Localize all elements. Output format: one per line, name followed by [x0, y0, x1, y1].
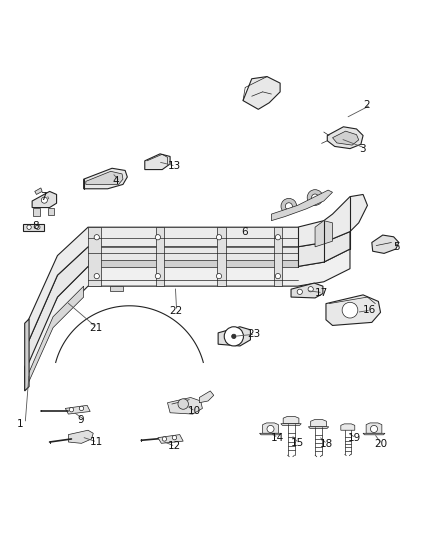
Text: 6: 6 [241, 227, 247, 237]
Circle shape [311, 194, 318, 201]
Polygon shape [263, 423, 279, 433]
Polygon shape [110, 286, 123, 290]
Circle shape [178, 399, 188, 409]
Polygon shape [23, 224, 44, 231]
Circle shape [216, 235, 222, 240]
Circle shape [41, 197, 47, 203]
Polygon shape [155, 227, 164, 286]
Text: 23: 23 [247, 329, 261, 339]
Circle shape [155, 235, 160, 240]
Text: 16: 16 [363, 305, 376, 315]
Text: 3: 3 [359, 143, 365, 154]
Polygon shape [35, 188, 42, 195]
Polygon shape [33, 207, 40, 216]
Polygon shape [27, 195, 367, 345]
Polygon shape [68, 430, 93, 443]
Circle shape [27, 225, 31, 229]
Polygon shape [84, 168, 127, 189]
Text: 8: 8 [32, 221, 39, 231]
Text: 2: 2 [363, 100, 370, 110]
Polygon shape [291, 283, 323, 298]
Polygon shape [199, 391, 214, 403]
Circle shape [94, 235, 99, 240]
Polygon shape [25, 286, 84, 391]
Polygon shape [308, 427, 329, 429]
Text: 1: 1 [17, 419, 24, 429]
Circle shape [308, 287, 313, 292]
Polygon shape [145, 154, 170, 169]
Polygon shape [274, 227, 283, 286]
Circle shape [155, 273, 160, 279]
Text: 19: 19 [348, 433, 361, 442]
Polygon shape [48, 207, 54, 215]
Circle shape [94, 273, 99, 279]
Text: 17: 17 [315, 288, 328, 298]
Circle shape [276, 273, 281, 279]
Text: 5: 5 [394, 242, 400, 252]
Circle shape [35, 225, 40, 229]
Polygon shape [272, 190, 332, 221]
Circle shape [267, 425, 274, 432]
Text: 21: 21 [89, 322, 102, 333]
Polygon shape [32, 191, 57, 207]
Text: 14: 14 [271, 433, 284, 442]
Text: 11: 11 [89, 437, 102, 447]
Circle shape [371, 425, 378, 432]
Polygon shape [327, 127, 363, 149]
Circle shape [216, 273, 222, 279]
Polygon shape [332, 131, 359, 145]
Polygon shape [311, 419, 326, 427]
Circle shape [162, 437, 166, 441]
Polygon shape [341, 424, 355, 430]
Circle shape [286, 203, 292, 210]
Polygon shape [281, 424, 301, 425]
Circle shape [79, 406, 84, 410]
Text: 15: 15 [291, 438, 304, 448]
Text: 13: 13 [168, 161, 181, 171]
Text: 10: 10 [187, 407, 201, 416]
Circle shape [281, 198, 297, 214]
Polygon shape [218, 327, 251, 346]
Polygon shape [315, 221, 332, 247]
Circle shape [342, 302, 358, 318]
Circle shape [297, 289, 302, 294]
Text: 18: 18 [319, 439, 333, 449]
Circle shape [232, 334, 236, 338]
Polygon shape [88, 227, 101, 286]
Polygon shape [217, 227, 226, 286]
Text: 20: 20 [374, 439, 387, 449]
Polygon shape [243, 77, 280, 109]
Polygon shape [25, 249, 350, 382]
Text: 12: 12 [167, 441, 181, 451]
Polygon shape [372, 235, 399, 253]
Circle shape [224, 327, 244, 346]
Circle shape [172, 435, 177, 440]
Polygon shape [158, 434, 183, 443]
Circle shape [276, 235, 281, 240]
Circle shape [307, 190, 323, 205]
Polygon shape [65, 405, 90, 414]
Polygon shape [363, 433, 385, 435]
Polygon shape [283, 416, 299, 424]
Polygon shape [88, 260, 297, 266]
Circle shape [69, 408, 74, 412]
Polygon shape [260, 433, 282, 435]
Polygon shape [366, 423, 382, 433]
Polygon shape [86, 171, 123, 184]
Text: 7: 7 [40, 192, 46, 201]
Polygon shape [25, 319, 29, 391]
Text: 4: 4 [112, 176, 119, 187]
Polygon shape [326, 295, 381, 326]
Text: 22: 22 [169, 306, 182, 316]
Polygon shape [27, 231, 350, 367]
Text: 9: 9 [77, 415, 84, 425]
Polygon shape [167, 398, 202, 414]
